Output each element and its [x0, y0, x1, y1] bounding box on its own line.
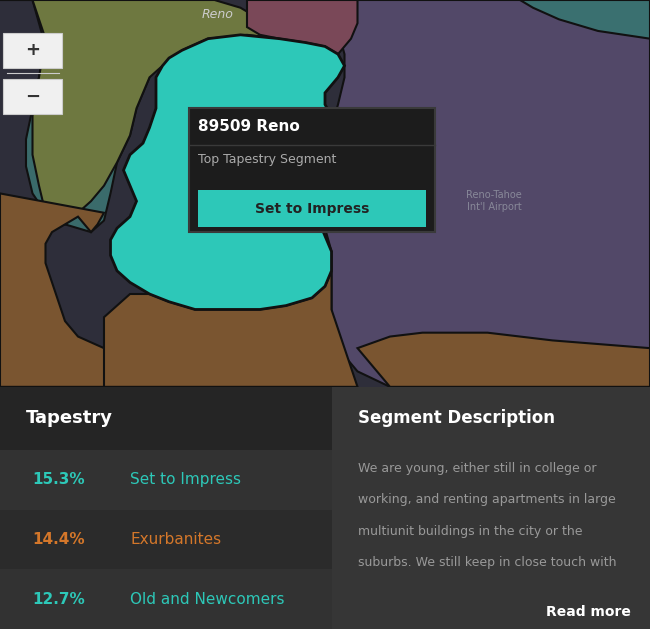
- Text: We are young, either still in college or: We are young, either still in college or: [358, 462, 596, 475]
- Text: 15.3%: 15.3%: [32, 472, 85, 487]
- Text: −: −: [25, 87, 40, 106]
- FancyBboxPatch shape: [332, 387, 650, 629]
- Text: Reno: Reno: [202, 8, 234, 21]
- Polygon shape: [520, 0, 650, 38]
- FancyBboxPatch shape: [0, 387, 332, 450]
- Polygon shape: [358, 333, 650, 387]
- Text: +: +: [25, 42, 40, 59]
- FancyBboxPatch shape: [332, 387, 650, 450]
- Polygon shape: [0, 194, 195, 387]
- Text: Exurbanites: Exurbanites: [130, 532, 221, 547]
- Text: Segment Description: Segment Description: [358, 409, 554, 427]
- Polygon shape: [0, 0, 208, 232]
- FancyBboxPatch shape: [0, 569, 332, 629]
- Text: 14.4%: 14.4%: [32, 532, 85, 547]
- Text: Tapestry: Tapestry: [26, 409, 113, 427]
- Text: Old and Newcomers: Old and Newcomers: [130, 592, 285, 606]
- Text: suburbs. We still keep in close touch with: suburbs. We still keep in close touch wi…: [358, 557, 616, 569]
- Text: multiunit buildings in the city or the: multiunit buildings in the city or the: [358, 525, 582, 538]
- FancyBboxPatch shape: [188, 108, 436, 232]
- FancyBboxPatch shape: [198, 190, 426, 227]
- Text: Top Tapestry Segment: Top Tapestry Segment: [198, 153, 337, 166]
- FancyBboxPatch shape: [0, 509, 332, 569]
- FancyBboxPatch shape: [3, 33, 62, 68]
- Text: 12.7%: 12.7%: [32, 592, 85, 606]
- Text: Set to Impress: Set to Impress: [130, 472, 241, 487]
- Polygon shape: [247, 0, 358, 54]
- FancyBboxPatch shape: [3, 79, 62, 114]
- Polygon shape: [111, 35, 344, 309]
- Polygon shape: [32, 0, 280, 225]
- Polygon shape: [104, 270, 358, 387]
- Text: Reno-Tahoe
Int'l Airport: Reno-Tahoe Int'l Airport: [466, 191, 522, 212]
- Text: 89509 Reno: 89509 Reno: [198, 120, 300, 135]
- Text: working, and renting apartments in large: working, and renting apartments in large: [358, 493, 616, 506]
- Text: Set to Impress: Set to Impress: [255, 201, 369, 216]
- FancyBboxPatch shape: [0, 450, 332, 509]
- Polygon shape: [318, 0, 650, 387]
- Text: Read more: Read more: [545, 605, 630, 620]
